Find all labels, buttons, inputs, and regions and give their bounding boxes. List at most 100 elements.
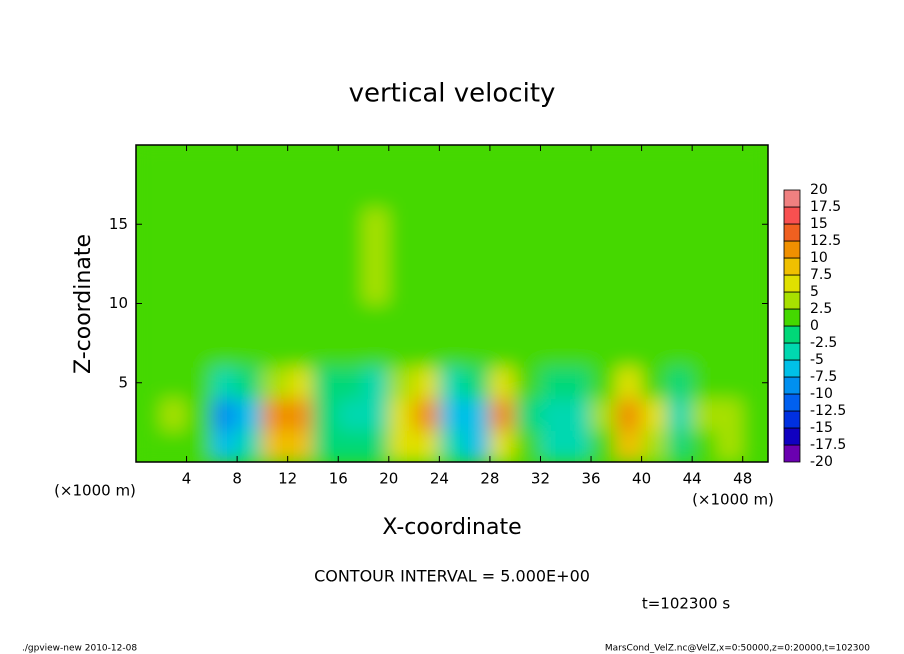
heat-cell bbox=[666, 239, 693, 273]
heat-cell bbox=[691, 366, 718, 400]
heat-cell bbox=[615, 366, 643, 400]
heat-cell bbox=[136, 303, 162, 336]
colorbar-box bbox=[783, 325, 801, 344]
heat-cell bbox=[489, 366, 516, 400]
heat-cell bbox=[287, 366, 314, 400]
heat-cell bbox=[160, 398, 188, 431]
y-unit: (×1000 m) bbox=[692, 491, 774, 509]
heat-cell bbox=[742, 429, 768, 462]
heat-cell bbox=[691, 145, 718, 178]
heat-cell bbox=[539, 334, 567, 368]
heat-cell bbox=[641, 239, 668, 273]
heat-cell bbox=[641, 145, 668, 178]
heat-cell bbox=[590, 366, 617, 400]
colorbar-box bbox=[783, 444, 801, 463]
heat-cell bbox=[691, 207, 718, 241]
heat-cell bbox=[641, 334, 668, 368]
heat-cell bbox=[666, 366, 693, 400]
heat-cell bbox=[160, 366, 188, 400]
colorbar-label: -20 bbox=[810, 454, 833, 470]
colorbar-label: -2.5 bbox=[810, 335, 837, 351]
heat-cell bbox=[261, 366, 289, 400]
colorbar-label: -10 bbox=[810, 386, 833, 402]
heat-cell bbox=[438, 398, 466, 431]
heat-cell bbox=[514, 366, 541, 400]
heat-cell bbox=[363, 366, 390, 400]
heat-cell bbox=[438, 145, 466, 178]
heat-cell bbox=[312, 334, 339, 368]
heat-cell bbox=[590, 398, 617, 431]
heat-cell bbox=[312, 271, 339, 304]
colorbar-label: -17.5 bbox=[810, 437, 846, 453]
heat-cell bbox=[489, 334, 516, 368]
heat-cell bbox=[691, 239, 718, 273]
heat-cell bbox=[716, 239, 744, 273]
colorbar-label: 15 bbox=[810, 216, 828, 232]
x-unit: (×1000 m) bbox=[54, 482, 136, 500]
heat-cell bbox=[388, 398, 415, 431]
heat-cell bbox=[464, 271, 491, 304]
y-axis-label: Z-coordinate bbox=[71, 234, 96, 374]
heat-cell bbox=[489, 207, 516, 241]
heat-cell bbox=[136, 271, 162, 304]
colorbar-box bbox=[783, 189, 801, 208]
heat-cell bbox=[211, 207, 238, 241]
heat-cell bbox=[186, 366, 213, 400]
heat-cell bbox=[186, 239, 213, 273]
heat-cell bbox=[565, 303, 592, 336]
heat-cell bbox=[514, 145, 541, 178]
heat-cell bbox=[514, 303, 541, 336]
heat-cell bbox=[388, 239, 415, 273]
heat-cell bbox=[363, 334, 390, 368]
heat-cell bbox=[413, 207, 440, 241]
heat-cell bbox=[565, 429, 592, 462]
heat-cell bbox=[514, 239, 541, 273]
heat-cell bbox=[565, 334, 592, 368]
heat-cell bbox=[363, 145, 390, 178]
heat-cell bbox=[438, 429, 466, 462]
heat-cell bbox=[615, 398, 643, 431]
colorbar-label: 10 bbox=[810, 250, 828, 266]
heat-cell bbox=[160, 145, 188, 178]
heat-cell bbox=[337, 207, 365, 241]
heat-cell bbox=[641, 271, 668, 304]
heat-cell bbox=[464, 239, 491, 273]
heat-cell bbox=[236, 303, 263, 336]
heat-cell bbox=[363, 398, 390, 431]
heat-cell bbox=[236, 334, 263, 368]
heat-cell bbox=[287, 334, 314, 368]
heat-cell bbox=[261, 398, 289, 431]
heat-cell bbox=[742, 271, 768, 304]
heat-cell bbox=[464, 429, 491, 462]
heat-cell bbox=[211, 398, 238, 431]
heat-cell bbox=[742, 176, 768, 209]
heat-cell bbox=[539, 303, 567, 336]
heat-cell bbox=[211, 239, 238, 273]
heat-cell bbox=[363, 303, 390, 336]
heat-cell bbox=[312, 429, 339, 462]
heat-cell bbox=[489, 398, 516, 431]
heat-cell bbox=[388, 271, 415, 304]
heat-cell bbox=[464, 334, 491, 368]
heat-cell bbox=[136, 239, 162, 273]
colorbar-box bbox=[783, 223, 801, 242]
heat-cell bbox=[136, 145, 162, 178]
heat-cell bbox=[716, 429, 744, 462]
colorbar-box bbox=[783, 376, 801, 395]
heat-cell bbox=[236, 145, 263, 178]
x-tick-label: 32 bbox=[531, 470, 550, 488]
heat-cell bbox=[186, 398, 213, 431]
colorbar-label: 0 bbox=[810, 318, 819, 334]
heat-cell bbox=[464, 398, 491, 431]
heat-cell bbox=[615, 207, 643, 241]
heat-cell bbox=[666, 145, 693, 178]
heat-cell bbox=[514, 429, 541, 462]
heat-cell bbox=[186, 334, 213, 368]
heat-cell bbox=[489, 429, 516, 462]
heat-cell bbox=[388, 207, 415, 241]
heat-cell bbox=[136, 398, 162, 431]
heat-cell bbox=[211, 334, 238, 368]
colorbar-box bbox=[783, 274, 801, 293]
heat-cell bbox=[287, 398, 314, 431]
heat-cell bbox=[211, 429, 238, 462]
